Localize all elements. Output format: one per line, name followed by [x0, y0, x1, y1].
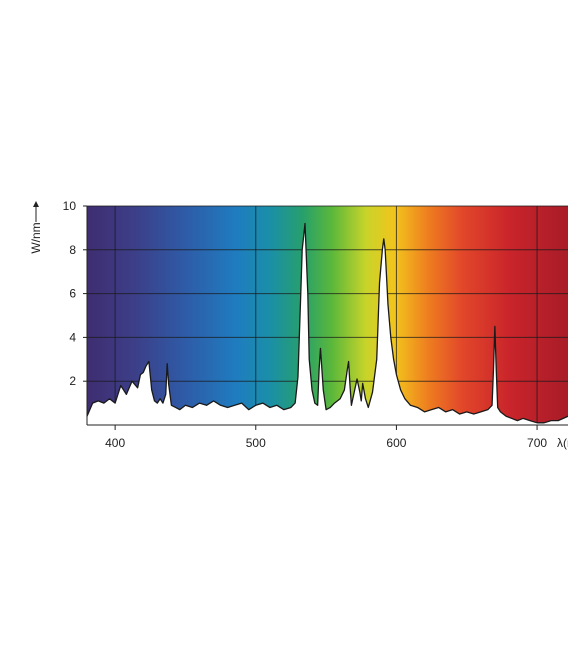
y-tick-label: 4: [69, 330, 76, 344]
y-tick-label: 10: [63, 199, 77, 213]
axis-layer: 2 4 6 8 10 400 500 600 700 λ(nm): [63, 199, 568, 450]
x-tick-label: 500: [246, 436, 266, 450]
y-tick-label: 2: [69, 374, 76, 388]
x-tick-label: 600: [386, 436, 406, 450]
x-axis-title: λ(nm): [557, 436, 568, 450]
y-axis-arrowhead: [33, 201, 39, 207]
y-axis-title: W/nm: [29, 222, 43, 253]
y-tick-label: 8: [69, 243, 76, 257]
x-tick-label: 400: [105, 436, 125, 450]
spectrum-line: [86, 222, 568, 424]
spectrum-area: [87, 223, 568, 425]
plot-area: [86, 205, 568, 425]
y-tick-label: 6: [69, 287, 76, 301]
x-tick-label: 700: [527, 436, 547, 450]
y-axis-title-group: W/nm: [29, 201, 43, 254]
